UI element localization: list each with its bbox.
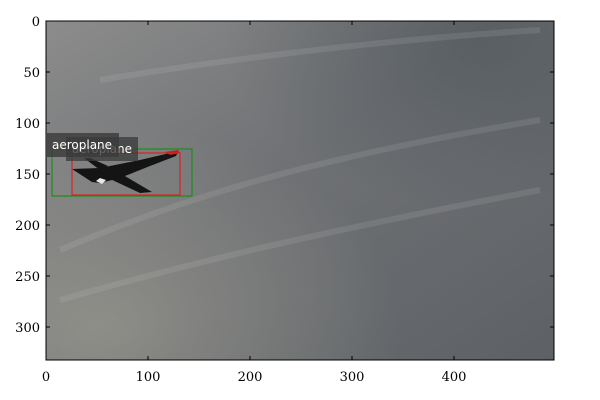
x-tick-label: 200 bbox=[238, 370, 263, 385]
x-tick-label: 300 bbox=[340, 370, 365, 385]
y-tick-label: 50 bbox=[23, 66, 40, 81]
x-axis bbox=[45, 21, 455, 360]
y-tick-label: 0 bbox=[32, 15, 40, 30]
y-tick-label: 250 bbox=[15, 270, 40, 285]
ground-truth-label-tag: aeroplane bbox=[47, 133, 119, 157]
y-tick-label: 150 bbox=[15, 168, 40, 183]
ground-truth-label: aeroplane bbox=[52, 138, 112, 152]
x-tick-label: 400 bbox=[442, 370, 467, 385]
y-tick-label: 100 bbox=[15, 117, 40, 132]
x-tick-label: 0 bbox=[42, 370, 50, 385]
axes-frame bbox=[45, 20, 555, 361]
photo bbox=[46, 21, 554, 360]
y-tick-label: 200 bbox=[15, 219, 40, 234]
y-axis bbox=[46, 20, 554, 328]
y-tick-label: 300 bbox=[15, 321, 40, 336]
x-tick-label: 100 bbox=[136, 370, 161, 385]
